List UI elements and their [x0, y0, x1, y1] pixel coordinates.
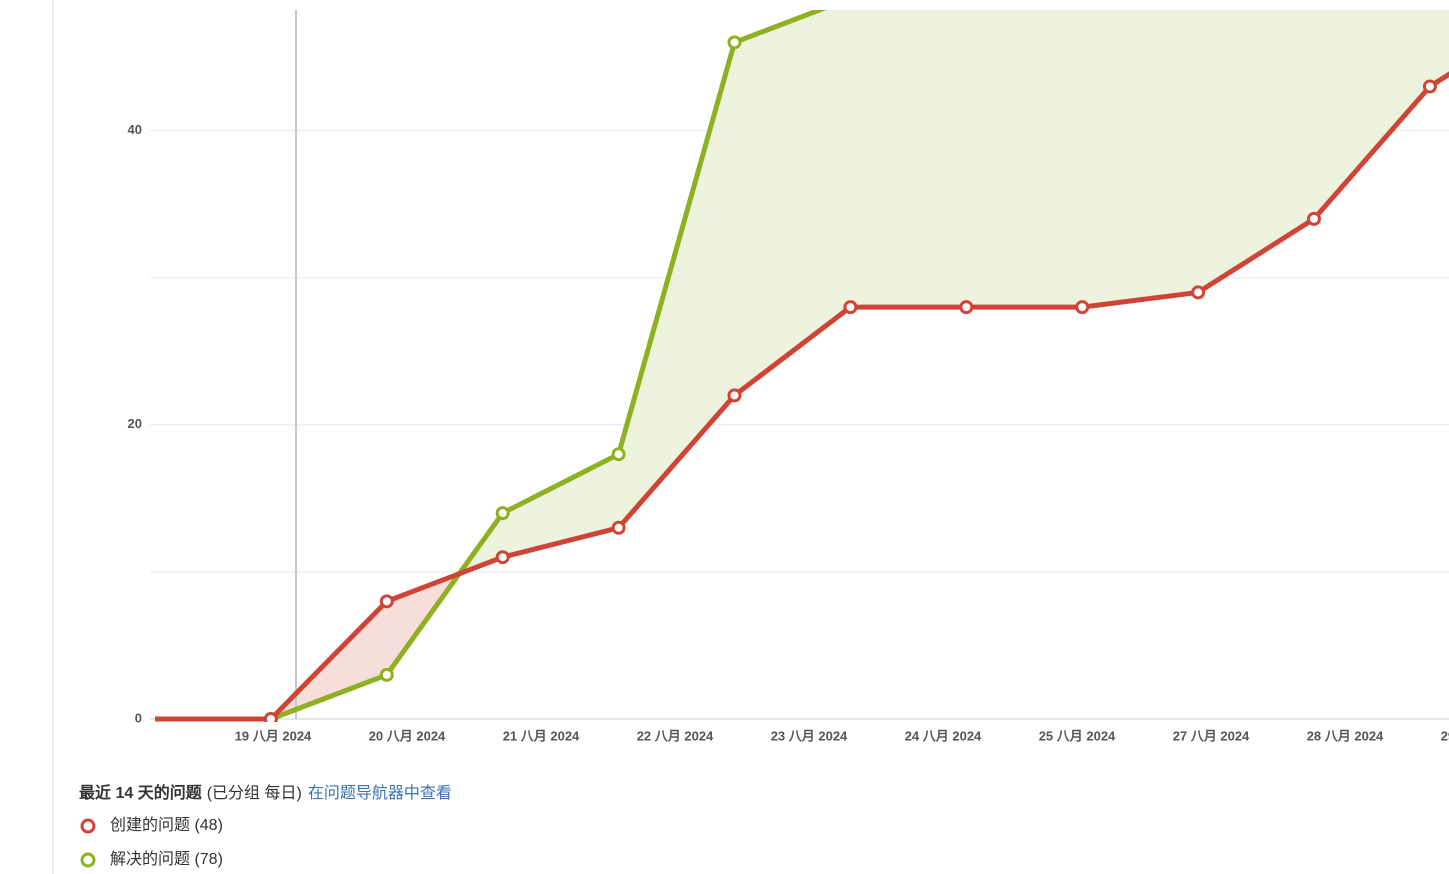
y-tick-label: 20 — [128, 416, 142, 431]
x-tick-label: 23 八月 2024 — [771, 728, 848, 743]
point-marker — [959, 300, 974, 315]
area-fill — [1314, 10, 1430, 219]
area-fill — [502, 454, 619, 558]
legend-title: 最近 14 天的问题 — [79, 783, 203, 802]
x-tick-label: 27 八月 2024 — [1173, 728, 1250, 743]
lines — [155, 0, 1449, 722]
point-marker — [1422, 79, 1437, 94]
point-marker — [495, 550, 510, 565]
point-marker — [1075, 300, 1090, 315]
labels: 0 20 40 19 八月 2024 20 八月 2024 21 八月 2024 22 八月… — [128, 122, 1449, 743]
x-tick-label: 29 八月 2024 — [1441, 728, 1449, 743]
legend-label: 创建的问题 (48) — [110, 816, 223, 834]
point-marker — [1191, 285, 1206, 300]
point-marker — [495, 506, 510, 521]
point-marker — [379, 667, 394, 682]
point-marker — [379, 594, 394, 609]
legend-subtitle: (已分组 每日) — [207, 784, 302, 802]
point-marker — [611, 520, 626, 535]
x-tick-label: 19 八月 2024 — [235, 728, 312, 743]
area-fill — [966, 10, 1083, 308]
legend-swatch — [80, 852, 96, 868]
legend-swatch — [80, 818, 96, 834]
point-marker — [727, 388, 742, 403]
area-fill — [734, 10, 851, 396]
navigator-link[interactable]: 在问题导航器中查看 — [308, 784, 452, 802]
x-tick-label: 22 八月 2024 — [637, 728, 714, 743]
y-tick-label: 0 — [135, 710, 142, 725]
y-tick-label: 40 — [128, 122, 142, 137]
x-tick-label: 21 八月 2024 — [503, 728, 580, 743]
point-marker — [1307, 211, 1321, 226]
x-tick-label: 28 八月 2024 — [1307, 728, 1384, 743]
fills — [270, 10, 1449, 719]
area-fill — [1082, 10, 1199, 308]
x-tick-label: 20 八月 2024 — [369, 728, 446, 743]
legend-label: 解决的问题 (78) — [110, 850, 223, 868]
point-marker — [263, 712, 278, 722]
legend: 创建的问题 (48) 解决的问题 (78) — [80, 816, 223, 868]
x-tick-label: 24 八月 2024 — [905, 728, 982, 743]
x-tick-label: 25 八月 2024 — [1039, 728, 1116, 743]
point-marker — [845, 0, 856, 4]
point-marker — [727, 35, 742, 50]
area-fill — [1429, 10, 1449, 87]
area-fill — [850, 10, 967, 308]
area-fill — [1198, 10, 1314, 293]
point-marker — [843, 300, 858, 315]
area-fill — [618, 42, 735, 528]
point-marker — [611, 447, 626, 462]
